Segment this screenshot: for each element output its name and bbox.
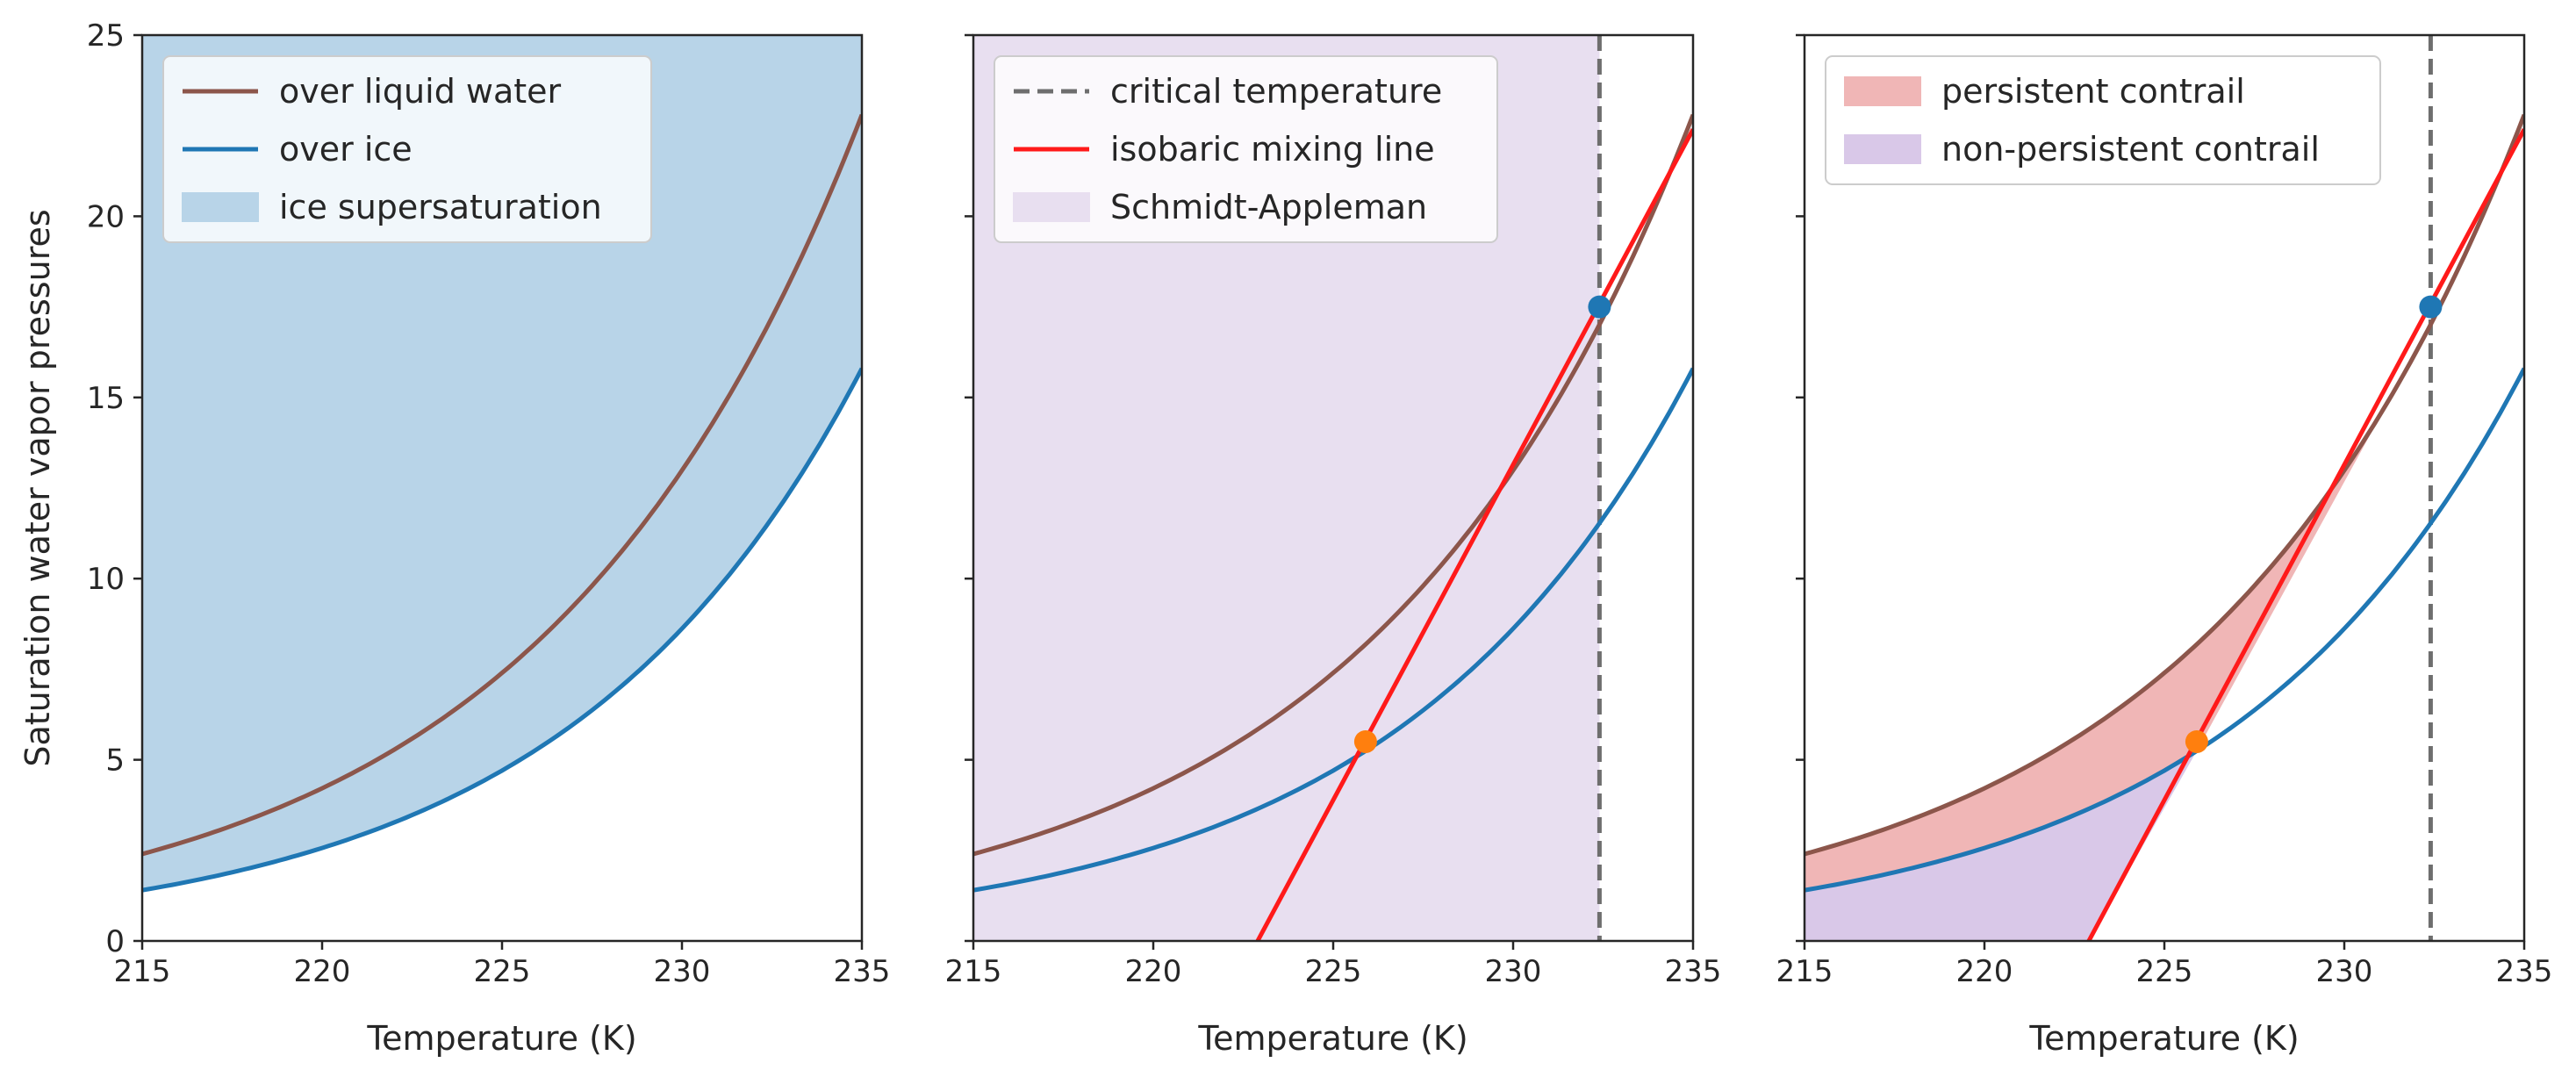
x-axis-title: Temperature (K)	[2028, 1019, 2299, 1058]
legend-swatch-patch	[182, 192, 259, 222]
x-tick-label: 215	[114, 954, 171, 989]
legend-label: Schmidt-Appleman	[1110, 188, 1427, 226]
panel-middle: 215 220 225 230 235 Temperature (K) critical t…	[945, 33, 1722, 1058]
x-axis-title: Temperature (K)	[366, 1019, 636, 1058]
legend-swatch-patch	[1844, 134, 1921, 164]
curve-over-ice	[142, 367, 862, 893]
x-tick-label: 235	[2496, 954, 2553, 989]
y-tick-label: 20	[87, 199, 125, 234]
legend-swatch-patch	[1013, 192, 1090, 222]
persistent-contrail-area	[1805, 324, 2431, 891]
x-tick-label: 235	[1665, 954, 1722, 989]
curve-over-ice	[973, 367, 1693, 893]
legend-box	[162, 55, 652, 243]
legend: over liquid water over ice ice supersatura…	[162, 55, 652, 243]
legend: critical temperature isobaric mixing line…	[994, 55, 1498, 243]
x-tick-label: 220	[294, 954, 351, 989]
ice-supersaturation-area	[142, 35, 862, 891]
y-tick-label: 5	[105, 743, 125, 779]
x-tick-label: 215	[945, 954, 1002, 989]
curve-over-liquid-water	[142, 113, 862, 857]
x-tick-label: 225	[474, 954, 531, 989]
curve-over-liquid-water	[973, 113, 1693, 857]
plot-area	[142, 35, 862, 893]
marker-tangent-point	[1588, 295, 1611, 319]
x-tick-label: 230	[2316, 954, 2373, 989]
x-tick-label: 220	[1125, 954, 1182, 989]
legend-label: persistent contrail	[1941, 72, 2245, 111]
legend: persistent contrail non-persistent contra…	[1825, 55, 2381, 185]
curve-over-liquid-water	[1805, 113, 2524, 857]
marker-ice-intersection	[1353, 729, 1377, 753]
legend-box	[1825, 55, 2381, 185]
legend-label: non-persistent contrail	[1941, 130, 2320, 169]
x-tick-label: 230	[1485, 954, 1542, 989]
marker-ice-intersection	[2185, 729, 2208, 753]
plot-area	[1805, 35, 2524, 941]
x-tick-label: 225	[1305, 954, 1362, 989]
marker-tangent-point	[2419, 295, 2443, 319]
y-axis-title: Saturation water vapor pressures	[18, 209, 57, 766]
x-tick-label: 215	[1776, 954, 1833, 989]
legend-label: over liquid water	[279, 72, 562, 111]
x-tick-label: 220	[1956, 954, 2013, 989]
legend-label: over ice	[279, 130, 413, 169]
x-tick-label: 225	[2136, 954, 2193, 989]
curve-over-ice	[1805, 367, 2524, 893]
y-tick-label: 10	[87, 562, 125, 597]
y-tick-label: 0	[105, 924, 125, 959]
panel-left: 215 220 225 230 235 0 5 10 15 20 25 Temperature (K)…	[18, 18, 890, 1058]
legend-label: ice supersaturation	[279, 188, 602, 226]
y-tick-label: 25	[87, 18, 125, 54]
legend-label: isobaric mixing line	[1110, 130, 1435, 169]
x-tick-label: 235	[834, 954, 891, 989]
x-axis-title: Temperature (K)	[1197, 1019, 1467, 1058]
legend-box	[994, 55, 1498, 243]
x-tick-label: 230	[654, 954, 711, 989]
isobaric-mixing-line	[1255, 128, 1693, 941]
panel-right: 215 220 225 230 235 Temperature (K) persistent…	[1776, 33, 2553, 1058]
legend-swatch-patch	[1844, 76, 1921, 106]
panels: 215 220 225 230 235 0 5 10 15 20 25 Temperature (K)…	[18, 18, 2552, 1058]
non-persistent-contrail-area	[1805, 750, 2197, 941]
isobaric-mixing-line	[2086, 128, 2524, 941]
y-tick-label: 15	[87, 381, 125, 416]
legend-label: critical temperature	[1110, 72, 1442, 111]
